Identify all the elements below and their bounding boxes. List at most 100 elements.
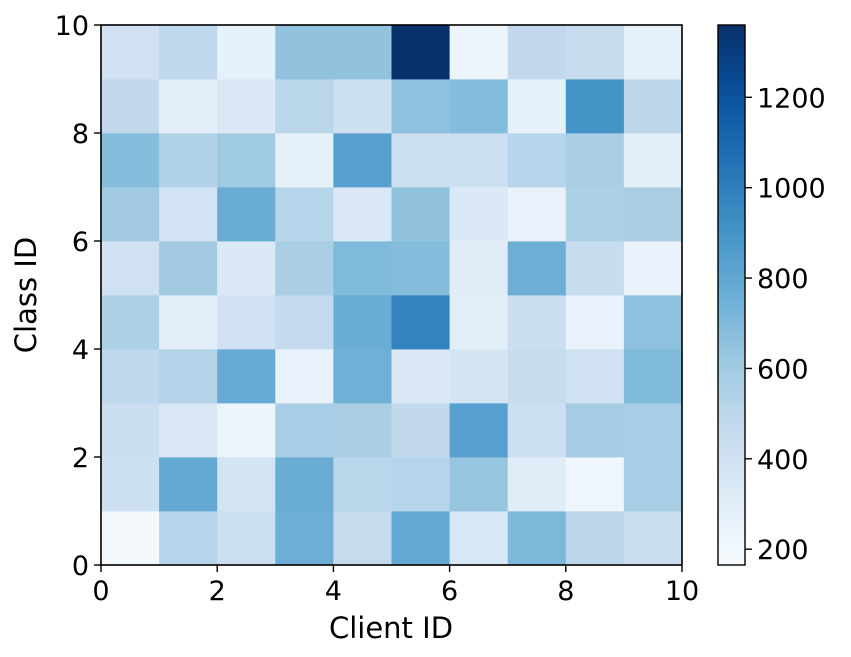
heatmap-cell (159, 25, 218, 80)
heatmap-cell (217, 403, 276, 458)
heatmap-cell (565, 187, 625, 242)
heatmap-cell (565, 295, 625, 350)
heatmap-cell (159, 79, 218, 134)
heatmap-cell (159, 187, 218, 242)
heatmap-cell (275, 241, 334, 296)
heatmap-cell (101, 187, 160, 242)
heatmap-cell (623, 79, 683, 134)
heatmap-cell (565, 403, 625, 458)
heatmap-cells (101, 25, 683, 566)
heatmap-cell (333, 457, 392, 512)
heatmap-cell (159, 349, 218, 404)
heatmap-cell (507, 349, 567, 404)
y-tick-label: 10 (55, 11, 89, 42)
colorbar (717, 24, 746, 566)
heatmap-cell (507, 457, 567, 512)
heatmap-cell (565, 241, 625, 296)
heatmap-cell (449, 295, 509, 350)
heatmap-cell (333, 241, 392, 296)
y-tick-label: 6 (72, 227, 89, 258)
x-tick-label: 10 (665, 576, 699, 607)
heatmap-cell (275, 295, 334, 350)
heatmap-cell (623, 133, 683, 188)
heatmap-cell (507, 511, 567, 566)
heatmap-cell (217, 25, 276, 80)
heatmap-cell (449, 241, 509, 296)
colorbar-tick-label: 400 (757, 445, 809, 476)
heatmap-cell (391, 511, 450, 566)
heatmap-cell (217, 457, 276, 512)
heatmap-cell (623, 457, 683, 512)
colorbar-tick-label: 200 (757, 535, 809, 566)
heatmap-cell (101, 403, 160, 458)
x-tick-label: 2 (209, 576, 226, 607)
y-tick-label: 4 (72, 335, 89, 366)
heatmap-cell (333, 79, 392, 134)
heatmap-cell (101, 295, 160, 350)
x-axis-ticks: 0 2 4 6 8 10 (92, 565, 699, 607)
heatmap-cell (101, 511, 160, 566)
heatmap-cell (623, 295, 683, 350)
heatmap-cell (159, 457, 218, 512)
heatmap-cell (449, 187, 509, 242)
heatmap-cell (101, 79, 160, 134)
heatmap-cell (565, 79, 625, 134)
heatmap-cell (101, 457, 160, 512)
x-tick-label: 6 (441, 576, 458, 607)
heatmap-cell (101, 133, 160, 188)
heatmap-cell (507, 25, 567, 80)
heatmap-cell (391, 187, 450, 242)
heatmap-cell (391, 79, 450, 134)
heatmap-cell (623, 403, 683, 458)
heatmap-cell (101, 349, 160, 404)
colorbar-tick-label: 600 (757, 354, 809, 385)
heatmap-cell (623, 349, 683, 404)
heatmap-cell (449, 403, 509, 458)
heatmap-cell (217, 241, 276, 296)
heatmap-cell (391, 349, 450, 404)
heatmap-cell (391, 25, 450, 80)
heatmap-cell (391, 457, 450, 512)
colorbar-tick-label: 800 (757, 264, 809, 295)
heatmap-cell (391, 241, 450, 296)
heatmap-cell (623, 241, 683, 296)
y-axis-label: Class ID (9, 237, 43, 353)
heatmap-cell (507, 133, 567, 188)
heatmap-cell (449, 349, 509, 404)
heatmap-cell (159, 295, 218, 350)
heatmap-cell (333, 403, 392, 458)
plot-frame (100, 24, 683, 566)
heatmap-cell (391, 403, 450, 458)
heatmap-cell (275, 457, 334, 512)
heatmap-cell (449, 511, 509, 566)
heatmap-cell (623, 25, 683, 80)
heatmap-cell (101, 25, 160, 80)
heatmap-cell (391, 133, 450, 188)
x-tick-label: 4 (325, 576, 342, 607)
heatmap-cell (159, 511, 218, 566)
heatmap-cell (217, 187, 276, 242)
heatmap-cell (623, 187, 683, 242)
heatmap-cell (217, 79, 276, 134)
heatmap-cell (391, 295, 450, 350)
heatmap-cell (275, 349, 334, 404)
heatmap-cell (333, 187, 392, 242)
heatmap-cell (217, 295, 276, 350)
heatmap-cell (275, 511, 334, 566)
heatmap-cell (159, 133, 218, 188)
heatmap-cell (333, 295, 392, 350)
heatmap-cell (275, 187, 334, 242)
heatmap-cell (565, 25, 625, 80)
heatmap-cell (275, 133, 334, 188)
heatmap-cell (565, 133, 625, 188)
x-tick-label: 0 (92, 576, 109, 607)
heatmap-cell (159, 241, 218, 296)
y-tick-label: 0 (72, 551, 89, 582)
heatmap-cell (507, 241, 567, 296)
heatmap-cell (507, 295, 567, 350)
heatmap-cell (101, 241, 160, 296)
heatmap-cell (507, 403, 567, 458)
y-tick-label: 2 (72, 443, 89, 474)
heatmap-cell (565, 457, 625, 512)
heatmap-cell (507, 79, 567, 134)
